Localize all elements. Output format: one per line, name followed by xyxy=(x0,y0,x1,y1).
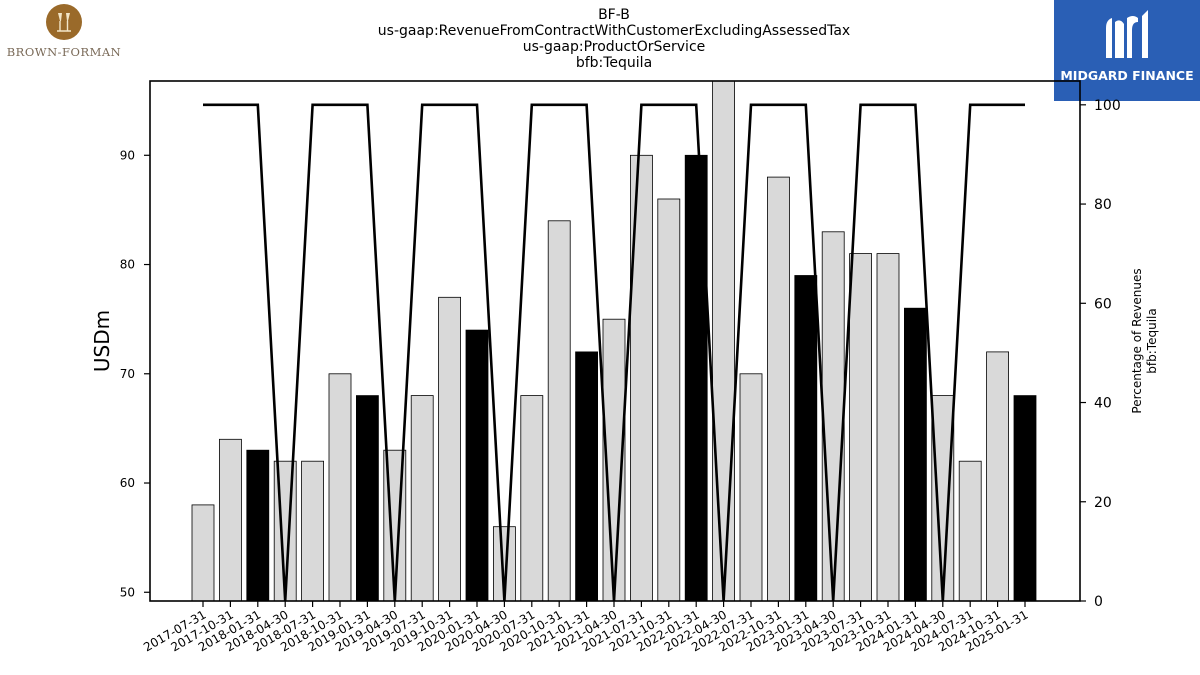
y-tick-label-70: 70 xyxy=(120,367,135,381)
midgard-finance-wordmark: MIDGARD FINANCE xyxy=(1060,68,1194,83)
y-tick-label-50: 50 xyxy=(120,585,135,599)
bar-2022-04-30 xyxy=(712,81,735,601)
bar-2020-01-31 xyxy=(465,329,489,601)
bar-2023-01-31 xyxy=(794,275,818,601)
bar-2021-07-31 xyxy=(630,154,653,601)
chart-title-line-4: bfb:Tequila xyxy=(575,55,653,71)
bar-2022-07-31 xyxy=(739,373,763,601)
bar-2018-10-31 xyxy=(328,373,352,601)
chart-title: BF-B us-gaap:RevenueFromContractWithCust… xyxy=(314,7,914,71)
plot-frame xyxy=(149,80,1081,602)
bar-2017-07-31 xyxy=(191,504,215,601)
y2-tick-label-0: 0 xyxy=(1094,594,1103,610)
bar-2025-01-31 xyxy=(1013,395,1037,601)
y2-tick-label-20: 20 xyxy=(1094,495,1112,511)
bar-2019-10-31 xyxy=(438,296,462,601)
bar-2022-10-31 xyxy=(767,176,790,601)
bar-2023-04-30 xyxy=(821,231,845,601)
bar-2022-01-31 xyxy=(684,154,708,601)
x-axis: 2017-07-312017-10-312018-01-312018-04-30… xyxy=(141,601,1031,654)
bar-2020-10-31 xyxy=(547,220,571,601)
chart-title-line-3: us-gaap:ProductOrService xyxy=(522,39,706,55)
bar-2021-04-30 xyxy=(602,318,626,601)
midgard-finance-logo: MIDGARD FINANCE xyxy=(1054,0,1200,101)
bar-2020-04-30 xyxy=(492,526,516,601)
y2-tick-label-80: 80 xyxy=(1094,197,1112,213)
y-axis-title: USDm xyxy=(90,310,114,372)
bar-2020-07-31 xyxy=(520,395,544,601)
bar-2023-10-31 xyxy=(876,253,900,601)
y-tick-label-90: 90 xyxy=(120,148,135,162)
bar-2023-07-31 xyxy=(849,253,872,601)
bar-2021-10-31 xyxy=(657,198,681,601)
bar-2017-10-31 xyxy=(218,438,242,601)
chart-title-line-1: BF-B xyxy=(598,7,630,23)
y-tick-label-60: 60 xyxy=(120,476,135,490)
y2-tick-label-60: 60 xyxy=(1094,296,1112,312)
bar-series xyxy=(191,81,1037,601)
y-axis-left: 50 60 70 80 90 xyxy=(120,148,150,599)
bar-2018-07-31 xyxy=(301,460,325,601)
bar-2019-01-31 xyxy=(355,395,379,601)
bar-2018-01-31 xyxy=(246,449,270,601)
percentage-line-series xyxy=(203,103,1025,601)
bar-2019-07-31 xyxy=(410,395,434,601)
percentage-line xyxy=(203,103,1025,601)
y2-axis-title-line-2: bfb:Tequila xyxy=(1145,308,1159,373)
y2-axis-title-line-1: Percentage of Revenues xyxy=(1130,268,1144,413)
bar-2024-10-31 xyxy=(986,351,1009,601)
brown-forman-wordmark: BROWN-FORMAN xyxy=(6,45,122,59)
y2-tick-label-40: 40 xyxy=(1094,396,1112,412)
bar-2024-04-30 xyxy=(931,395,955,601)
bar-2024-01-31 xyxy=(904,307,927,601)
y2-tick-label-100: 100 xyxy=(1094,98,1121,114)
bar-2021-01-31 xyxy=(575,351,598,601)
brown-forman-logo: BROWN-FORMAN xyxy=(4,4,124,62)
chart-title-line-2: us-gaap:RevenueFromContractWithCustomerE… xyxy=(377,23,851,39)
brown-forman-emblem-icon xyxy=(46,4,82,40)
y-axis-right: 0 20 40 60 80 100 xyxy=(1080,98,1121,610)
midgard-emblem-icon xyxy=(1106,10,1148,58)
bar-2024-07-31 xyxy=(958,460,982,601)
y-tick-label-80: 80 xyxy=(120,258,135,272)
